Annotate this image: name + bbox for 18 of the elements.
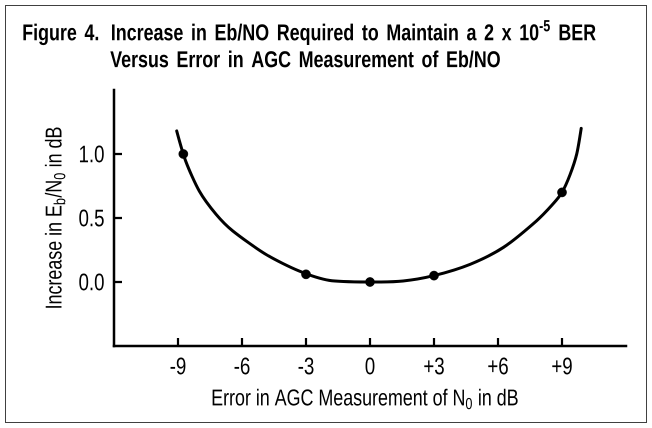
y-axis-title: Increase in E$_{b}$/N$_{0}$ in dB xyxy=(44,128,66,308)
x-axis-title: Error in AGC Measurement of N$_{0}$ in dB xyxy=(212,388,518,410)
x-tick-label: -3 xyxy=(298,358,314,374)
point xyxy=(178,149,188,159)
y-tick-label: 0.5 xyxy=(79,210,104,226)
x-tick-label: 0 xyxy=(366,358,374,374)
y-tick-label: 0.0 xyxy=(79,274,104,290)
point xyxy=(557,188,567,198)
x-tick-label: +6 xyxy=(488,358,508,374)
x-tick-label: +9 xyxy=(552,358,572,374)
point xyxy=(301,270,311,280)
x-tick-label: -9 xyxy=(170,358,186,374)
y-tick-label: 1.0 xyxy=(80,146,104,162)
point xyxy=(429,270,439,280)
x-tick-label: +3 xyxy=(424,358,444,374)
point xyxy=(365,277,375,287)
chart-title: Figure 4. Increase in Eb/NO Required to Maintain a 2 x 10$^{-5}$ BER Versus Error in AGC Measurement of Eb/NO xyxy=(23,20,596,68)
x-tick-label: -6 xyxy=(234,358,250,374)
